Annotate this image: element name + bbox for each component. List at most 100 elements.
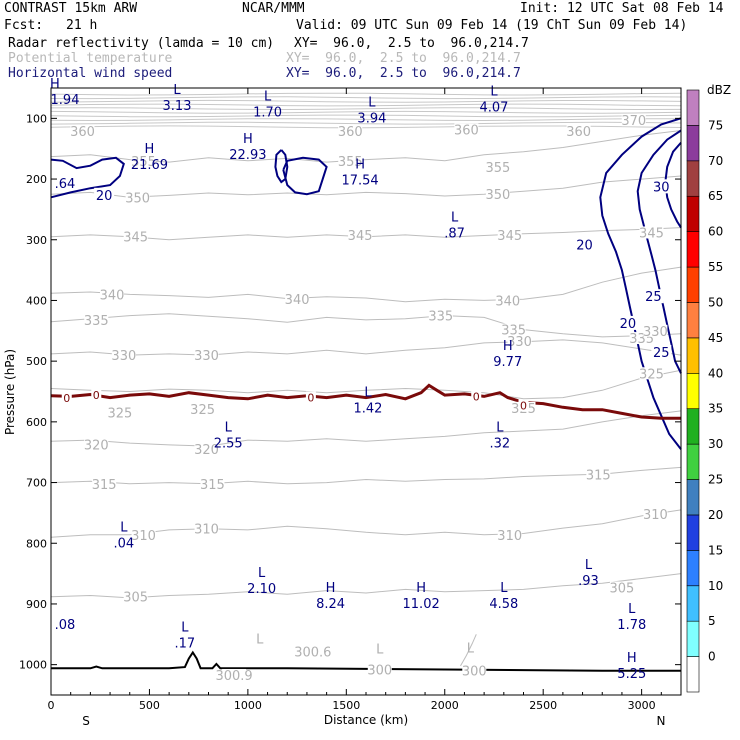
wind-extremum-value: 1.42: [353, 401, 382, 416]
init-time: Init: 12 UTC Sat 08 Feb 14: [520, 1, 724, 16]
x-tick-label: 1000: [234, 699, 262, 712]
theta-label: 345: [348, 229, 373, 244]
colorbar-tick-label: 5: [708, 614, 716, 628]
theta-label: 330: [507, 335, 532, 350]
wind-extremum-marker: H: [50, 77, 60, 92]
wind-label: 30: [653, 180, 670, 195]
colorbar-segment: [686, 514, 700, 551]
colorbar-segment: [686, 479, 700, 516]
theta-label: 355: [485, 161, 510, 176]
theta-label: 310: [131, 529, 156, 544]
theta-contour-line: [50, 110, 682, 114]
theta-label-bg: [100, 288, 125, 301]
theta-label: 310: [643, 508, 668, 523]
org-label: NCAR/MMM: [242, 1, 305, 16]
y-tick-label: 200: [26, 173, 47, 186]
theta-contour-line: [50, 410, 682, 447]
colorbar-tick-label: 50: [708, 295, 723, 309]
theta-label-bg: [190, 403, 215, 416]
theta-label-bg: [131, 528, 156, 541]
forecast-label: Fcst:: [4, 18, 44, 33]
theta-contour-line: [50, 313, 682, 338]
theta-label-bg: [497, 228, 522, 241]
wind-extremum-value: 1.70: [253, 105, 282, 120]
wind-label-bg: [94, 187, 115, 202]
theta-extremum-marker: L: [376, 643, 384, 658]
model-title: CONTRAST 15km ARW: [4, 1, 138, 16]
x-tick-label: 0: [48, 699, 55, 712]
theta-label-bg: [194, 349, 219, 362]
theta-label: 370: [621, 114, 646, 129]
theta-label-bg: [125, 191, 150, 204]
theta-label: 300.6: [294, 645, 331, 660]
wind-extremum-marker: L: [364, 385, 372, 400]
colorbar: 0 5 10 15 20 25 30 35 40 45 50 55 60 65 70 75: [686, 89, 723, 693]
y-tick-label: 100: [26, 112, 47, 125]
reflectivity-label: 0: [63, 392, 70, 405]
theta-label-bg: [454, 123, 479, 136]
theta-extremum-marker: L: [256, 632, 264, 647]
wind-contour-line: [599, 117, 682, 450]
y-tick-label: 600: [26, 416, 47, 429]
theta-label-bg: [131, 154, 156, 167]
theta-label-bg: [586, 468, 611, 481]
north-label: N: [657, 714, 666, 728]
wind-extremum-value: 2.55: [214, 437, 243, 452]
colorbar-segment: [686, 337, 700, 374]
wind-extremum-value: 4.07: [479, 100, 508, 115]
theta-label-bg: [501, 323, 526, 336]
theta-label-bg: [609, 581, 634, 594]
colorbar-segment: [686, 231, 700, 268]
theta-contour-line: [50, 114, 682, 118]
reflectivity-label-bg: [471, 390, 482, 403]
theta-label-bg: [495, 294, 520, 307]
theta-label: 300: [367, 664, 392, 679]
theta-contour-line: [50, 466, 682, 485]
wind-contour-line: [274, 149, 289, 184]
theta-label-bg: [194, 522, 219, 535]
colorbar-title: dBZ: [707, 83, 731, 97]
wind-contours: [50, 117, 682, 450]
theta-label: 350: [485, 188, 510, 203]
wind-extremum-value: .87: [444, 227, 465, 242]
theta-label-bg: [621, 114, 646, 127]
colorbar-tick-label: 40: [708, 366, 723, 380]
theta-contour-line: [50, 118, 681, 122]
theta-contour-line: [50, 266, 682, 303]
theta-label: 345: [497, 229, 522, 244]
wind-label: 20: [620, 317, 637, 332]
valid-time: Valid: 09 UTC Sun 09 Feb 14 (19 ChT Sun …: [296, 18, 688, 33]
x-tick-label: 2500: [529, 699, 557, 712]
theta-label: 335: [428, 310, 453, 325]
theta-label-bg: [70, 125, 95, 138]
wind-extremum-marker: L: [496, 421, 504, 436]
terrain-surface: [51, 650, 681, 672]
theta-label-bg: [566, 125, 591, 138]
theta-label: 315: [200, 478, 225, 493]
colorbar-segment: [686, 160, 700, 197]
terrain-line: [51, 650, 681, 672]
colorbar-segment: [686, 125, 700, 162]
colorbar-tick-label: 35: [708, 402, 723, 416]
wind-label-bg: [574, 237, 595, 252]
reflectivity-contour: [50, 383, 681, 420]
colorbar-tick-label: 20: [708, 508, 723, 522]
wind-extremum-marker: L: [173, 83, 181, 98]
wind-extremum-marker: H: [416, 581, 426, 596]
reflectivity-label: 0: [307, 392, 314, 405]
wind-extremum-marker: H: [326, 581, 336, 596]
wind-extremum-value: 1.78: [617, 618, 646, 633]
field-theta-xy: XY= 96.0, 2.5 to 96.0,214.7: [286, 51, 521, 66]
wind-extremum-value: 4.58: [489, 597, 518, 612]
reflectivity-label: 0: [93, 389, 100, 402]
theta-label: 325: [107, 407, 132, 422]
theta-label-bg: [92, 477, 117, 490]
y-tick-label: 400: [26, 294, 47, 307]
theta-label: 305: [610, 582, 635, 597]
theta-label-bg: [367, 663, 392, 676]
theta-contour-line: [50, 92, 682, 96]
wind-extremum-marker: L: [368, 95, 376, 110]
theta-label: 360: [566, 125, 591, 140]
theta-label: 355: [131, 155, 156, 170]
